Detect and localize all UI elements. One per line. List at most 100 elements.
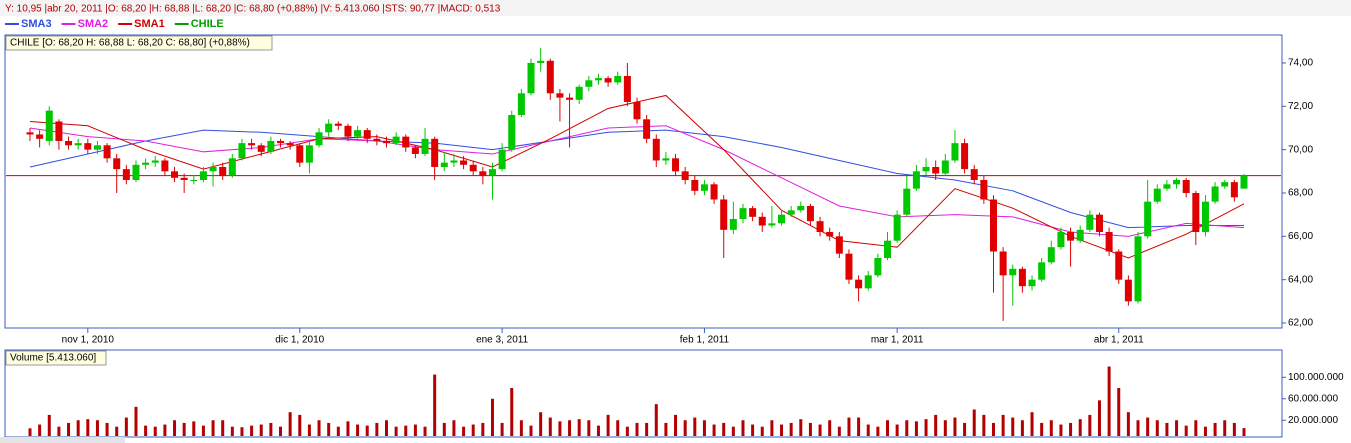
- volume-bar: [346, 421, 350, 436]
- candle-body: [893, 214, 901, 241]
- candle-body: [1163, 184, 1171, 189]
- volume-bar: [1203, 426, 1207, 436]
- volume-bar: [163, 424, 167, 436]
- volume-bar: [1126, 412, 1130, 436]
- volume-bar: [1001, 414, 1005, 436]
- candle-body: [778, 214, 786, 224]
- volume-bar: [105, 422, 109, 436]
- volume-bar: [221, 420, 225, 436]
- volume-bar: [1184, 425, 1188, 436]
- volume-bar: [307, 424, 311, 436]
- candle-body: [1076, 229, 1084, 241]
- candle-body: [209, 166, 217, 172]
- candle-body: [1086, 214, 1094, 230]
- candle-body: [334, 123, 342, 126]
- volume-bar: [702, 420, 706, 436]
- volume-bar: [1030, 412, 1034, 436]
- x-tick-label: mar 1, 2011: [871, 335, 924, 346]
- volume-bar: [433, 374, 437, 436]
- candle-body: [65, 140, 73, 146]
- volume-bar: [365, 425, 369, 436]
- candle-body: [190, 179, 198, 181]
- candle-body: [248, 143, 256, 146]
- candle-body: [546, 60, 554, 94]
- candle-body: [373, 138, 381, 141]
- volume-bar: [153, 426, 157, 436]
- candle-body: [903, 188, 911, 215]
- volume-bar: [1088, 414, 1092, 436]
- candle-body: [151, 160, 159, 163]
- volume-bar: [1155, 420, 1159, 436]
- volume-bar: [230, 426, 234, 436]
- volume-bar: [124, 417, 128, 436]
- candle-body: [556, 93, 564, 98]
- volume-bar: [857, 417, 861, 436]
- volume-bar: [780, 424, 784, 436]
- candle-body: [1230, 182, 1238, 198]
- legend-label: SMA1: [134, 18, 165, 30]
- candle-body: [1009, 268, 1017, 276]
- volume-bar: [1146, 417, 1150, 436]
- volume-bar: [86, 419, 90, 436]
- volume-bar: [972, 409, 976, 436]
- volume-bar: [317, 420, 321, 436]
- candle-body: [1173, 179, 1181, 185]
- volume-bar: [144, 425, 148, 436]
- volume-bar: [770, 420, 774, 436]
- y-tick-label: 72,00: [1288, 101, 1313, 112]
- candle-body: [93, 145, 101, 150]
- volume-bar: [914, 421, 918, 436]
- volume-bar: [587, 420, 591, 436]
- candle-body: [961, 143, 969, 170]
- status-text: Y: 10,95 |abr 20, 2011 |O: 68,20 |H: 68,…: [5, 4, 501, 15]
- candle-body: [980, 179, 988, 200]
- candle-body: [874, 258, 882, 276]
- candle-body: [672, 158, 680, 172]
- candle-body: [228, 158, 236, 176]
- candle-body: [855, 279, 863, 289]
- candle-body: [411, 147, 419, 154]
- scroll-stub: [0, 437, 125, 443]
- volume-bar: [876, 426, 880, 436]
- volume-bar: [808, 422, 812, 436]
- volume-bar: [818, 424, 822, 436]
- volume-bar: [722, 422, 726, 436]
- volume-bar: [1078, 419, 1082, 436]
- candle-body: [864, 275, 872, 289]
- volume-panel: [4, 349, 1283, 438]
- candle-body: [970, 169, 978, 180]
- candle-body: [768, 223, 776, 226]
- candle-body: [402, 136, 410, 148]
- volume-bar: [173, 420, 177, 436]
- volume-bar: [1232, 422, 1236, 436]
- label-box: [5, 350, 107, 366]
- candle-body: [161, 160, 169, 172]
- volume-bar: [356, 424, 360, 436]
- volume-bar: [654, 404, 658, 436]
- candle-body: [286, 143, 294, 146]
- volume-bar: [47, 414, 51, 436]
- candle-body: [797, 205, 805, 211]
- volume-bar: [182, 422, 186, 436]
- candle-body: [1153, 188, 1161, 202]
- candle-body: [989, 199, 997, 252]
- volume-bar: [481, 422, 485, 436]
- candle-body: [103, 145, 111, 159]
- legend-label: CHILE: [191, 18, 224, 30]
- volume-bar: [693, 417, 697, 436]
- volume-bar: [1097, 400, 1101, 436]
- candle-body: [325, 123, 333, 133]
- volume-bar: [606, 414, 610, 436]
- volume-bar: [934, 414, 938, 436]
- volume-bar: [991, 422, 995, 436]
- volume-bar: [404, 425, 408, 436]
- candle-body: [999, 251, 1007, 276]
- candle-body: [623, 75, 631, 102]
- candle-body: [392, 136, 400, 144]
- candle-body: [720, 199, 728, 230]
- volume-bar: [625, 426, 629, 436]
- candle-body: [1047, 247, 1055, 263]
- candle-body: [296, 145, 304, 163]
- volume-bar: [905, 420, 909, 436]
- candle-body: [460, 160, 468, 165]
